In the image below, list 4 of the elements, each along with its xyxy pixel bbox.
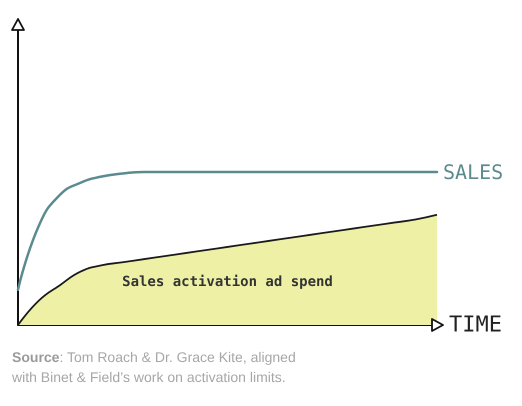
x-axis-title: TIME (449, 312, 502, 338)
series-label: SALES (443, 160, 504, 184)
source-note: Source: Tom Roach & Dr. Grace Kite, aligned with Binet & Field’s work on activation limits. (11, 349, 296, 385)
series-label: Sales activation ad spend (122, 274, 333, 290)
